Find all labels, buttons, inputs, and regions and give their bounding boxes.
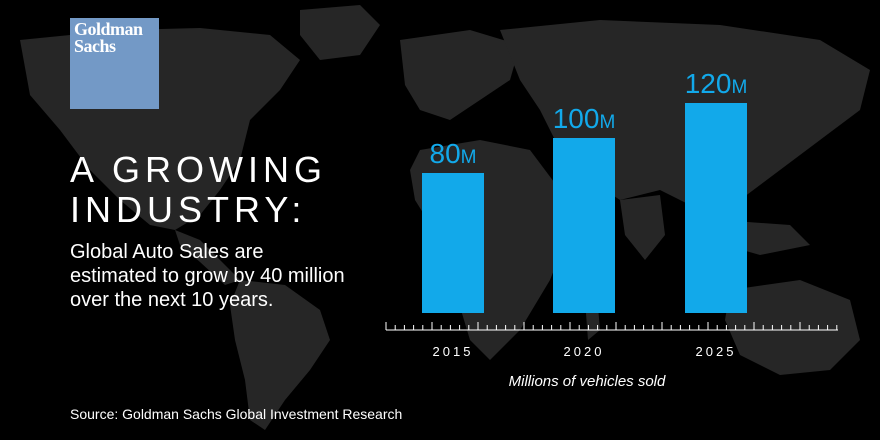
headline: A GROWING INDUSTRY: <box>70 150 327 230</box>
bar-2025 <box>685 103 747 313</box>
logo-text: Goldman Sachs <box>74 19 158 56</box>
bar-2015 <box>422 173 484 313</box>
bars-group: 80M 100M 120M <box>422 68 747 313</box>
logo-line-1: Goldman <box>74 19 143 39</box>
headline-line-1: A GROWING <box>70 149 328 190</box>
x-axis <box>385 322 838 331</box>
goldman-sachs-logo: Goldman Sachs <box>70 18 159 109</box>
tick-label-2020: 2020 <box>564 344 605 359</box>
data-label-2015: 80M <box>430 138 477 169</box>
headline-line-2: INDUSTRY: <box>70 189 307 230</box>
x-axis-title: Millions of vehicles sold <box>509 373 666 390</box>
logo-line-2: Sachs <box>74 36 116 56</box>
tick-label-2025: 2025 <box>696 344 737 359</box>
data-label-2020: 100M <box>553 103 616 134</box>
tick-label-2015: 2015 <box>433 344 474 359</box>
tick-labels: 2015 2020 2025 <box>433 344 737 359</box>
x-axis-ticks <box>385 322 838 330</box>
subtext: Global Auto Sales are estimated to grow … <box>70 241 345 311</box>
data-label-2025: 120M <box>685 68 748 99</box>
bar-2020 <box>553 138 615 313</box>
source-note: Source: Goldman Sachs Global Investment … <box>70 406 403 422</box>
